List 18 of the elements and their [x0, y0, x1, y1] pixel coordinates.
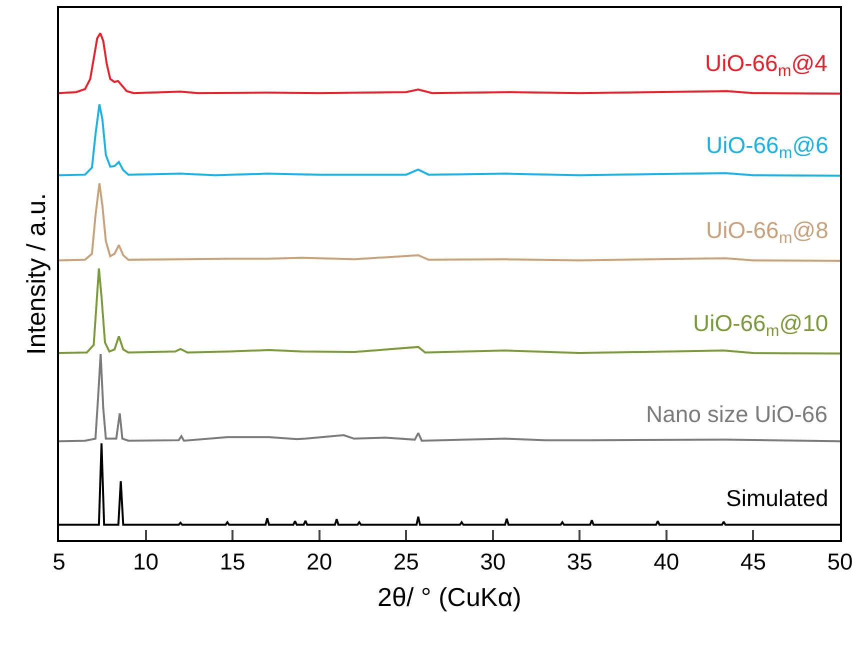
series-label: UiO-66$_{m}$@4: [705, 50, 828, 80]
x-tick-label: 10: [132, 548, 159, 575]
series-label: UiO-66$_{m}$@10: [693, 310, 828, 340]
x-tick-label: 45: [740, 548, 766, 575]
x-tick-label: 25: [393, 548, 419, 575]
x-tick-label: 35: [566, 548, 592, 575]
series-label: UiO-66$_{m}$@8: [706, 217, 828, 247]
x-tick-label: 40: [654, 548, 680, 575]
x-tick-label: 5: [52, 548, 66, 575]
x-tick-label: 30: [480, 548, 506, 575]
series-label: UiO-66$_{m}$@6: [706, 132, 828, 162]
x-axis-title: 2θ/ ° (CuKα): [378, 582, 522, 612]
x-tick-label: 15: [220, 548, 246, 575]
series-label: Nano size UiO-66: [646, 401, 828, 427]
series-label: Simulated: [726, 485, 828, 511]
y-axis-title: Intensity / a.u.: [20, 193, 51, 355]
x-tick-label: 50: [827, 548, 853, 575]
x-tick-label: 20: [306, 548, 332, 575]
